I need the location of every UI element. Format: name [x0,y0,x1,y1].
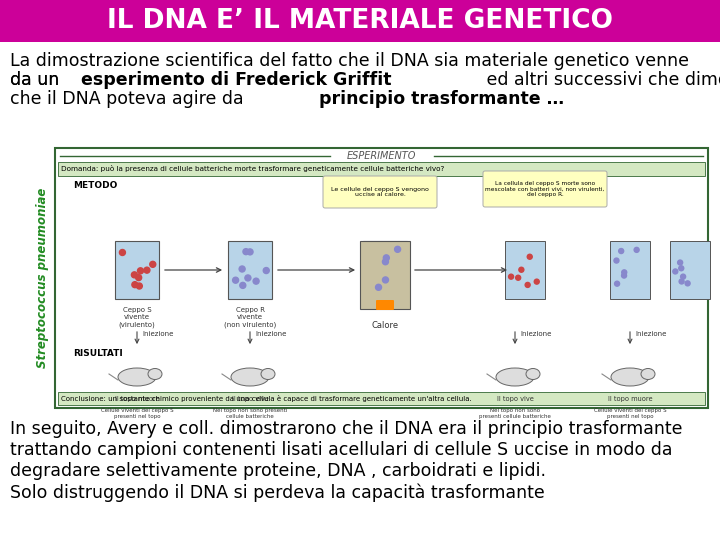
Ellipse shape [611,368,649,386]
Text: Calore: Calore [372,321,399,330]
Circle shape [264,267,269,274]
Circle shape [615,281,620,286]
Circle shape [516,275,521,280]
FancyBboxPatch shape [115,241,159,299]
Text: IL DNA E’ IL MATERIALE GENETICO: IL DNA E’ IL MATERIALE GENETICO [107,8,613,34]
Text: Il topo muore: Il topo muore [608,396,652,402]
Text: da un: da un [10,71,65,89]
Text: Ceppo S
vivente
(virulento): Ceppo S vivente (virulento) [119,307,156,327]
Circle shape [685,281,690,286]
Circle shape [508,274,513,279]
FancyBboxPatch shape [363,241,407,299]
Circle shape [138,268,143,274]
Ellipse shape [526,368,540,380]
Ellipse shape [118,368,156,386]
Circle shape [243,248,249,255]
Circle shape [679,266,684,271]
FancyBboxPatch shape [483,171,607,207]
Text: trattando campioni contenenti lisati acellulari di cellule S uccise in modo da: trattando campioni contenenti lisati ace… [10,441,672,459]
Text: La cellula del ceppo S morte sono
mescolate con batteri vivi, non virulenti,
del: La cellula del ceppo S morte sono mescol… [485,181,605,197]
Text: Cellule viventi del ceppo S
presenti nel topo: Cellule viventi del ceppo S presenti nel… [594,408,666,419]
Bar [55,148,708,408]
Ellipse shape [496,368,534,386]
Ellipse shape [231,368,269,386]
Ellipse shape [148,368,162,380]
Text: Iniezione: Iniezione [635,331,667,337]
Text: Il topo muore: Il topo muore [114,396,159,402]
Circle shape [678,260,683,265]
Text: Ceppo R
vivente
(non virulento): Ceppo R vivente (non virulento) [224,307,276,327]
Circle shape [680,274,685,279]
Circle shape [144,267,150,273]
Bar [58,392,705,405]
Circle shape [382,277,389,283]
FancyBboxPatch shape [228,241,272,299]
Circle shape [247,249,253,255]
Bar [58,162,705,176]
Text: Il topo vive: Il topo vive [497,396,534,402]
Text: Le cellule del ceppo S vengono
uccise al calore.: Le cellule del ceppo S vengono uccise al… [331,187,429,198]
Text: RISULTATI: RISULTATI [73,349,122,359]
Circle shape [525,282,530,287]
Circle shape [132,282,138,288]
Text: principio trasformante …: principio trasformante … [318,90,564,108]
Circle shape [672,269,678,274]
FancyBboxPatch shape [610,241,650,299]
Text: da un: da un [10,71,65,89]
Circle shape [239,266,245,272]
Circle shape [150,261,156,267]
Text: Domanda: può la presenza di cellule batteriche morte trasformare geneticamente c: Domanda: può la presenza di cellule batt… [61,165,444,172]
Text: METODO: METODO [73,181,117,191]
Circle shape [245,275,251,281]
Circle shape [240,282,246,288]
Ellipse shape [261,368,275,380]
FancyBboxPatch shape [670,241,710,299]
Circle shape [621,273,626,278]
Circle shape [132,272,138,278]
FancyBboxPatch shape [323,176,437,208]
FancyBboxPatch shape [360,241,410,309]
Circle shape [527,254,532,259]
Text: Conclusione: un sostante chimico proveniente da una cellula è capace di trasform: Conclusione: un sostante chimico proveni… [61,395,472,402]
Circle shape [634,247,639,252]
Text: degradare selettivamente proteine, DNA , carboidrati e lipidi.: degradare selettivamente proteine, DNA ,… [10,462,546,480]
Text: Iniezione: Iniezione [520,331,552,337]
Circle shape [519,267,524,272]
Circle shape [618,248,624,254]
Circle shape [383,255,390,261]
Bar [0,0,720,42]
Text: Nel topo non sono presenti
cellule batteriche: Nel topo non sono presenti cellule batte… [213,408,287,419]
Text: Nel topo non sono
presenti cellule batteriche: Nel topo non sono presenti cellule batte… [479,408,551,419]
FancyBboxPatch shape [505,241,545,299]
Text: Cellule viventi del ceppo S
presenti nel topo: Cellule viventi del ceppo S presenti nel… [101,408,174,419]
Text: Il topo vive: Il topo vive [232,396,269,402]
Circle shape [135,275,142,281]
Ellipse shape [641,368,655,380]
Circle shape [376,284,382,291]
Circle shape [120,249,125,255]
Text: In seguito, Avery e coll. dimostrarono che il DNA era il principio trasformante: In seguito, Avery e coll. dimostrarono c… [10,420,683,438]
Circle shape [395,246,400,252]
Circle shape [534,279,539,284]
Text: Iniezione: Iniezione [142,331,174,337]
Text: Streptococcus pneumoniae: Streptococcus pneumoniae [37,188,50,368]
Circle shape [136,283,143,289]
Text: ESPERIMENTO: ESPERIMENTO [347,151,416,161]
Circle shape [622,270,626,275]
Circle shape [253,278,259,284]
Text: La dimostrazione scientifica del fatto che il DNA sia materiale genetico venne: La dimostrazione scientifica del fatto c… [10,52,689,70]
Text: ed altri successivi che dimostrarono: ed altri successivi che dimostrarono [481,71,720,89]
Circle shape [679,279,684,284]
FancyBboxPatch shape [376,300,394,310]
Text: esperimento di Frederick Griffit: esperimento di Frederick Griffit [81,71,391,89]
Circle shape [382,259,389,265]
Text: Solo distruggendo il DNA si perdeva la capacità trasformante: Solo distruggendo il DNA si perdeva la c… [10,483,545,502]
Text: che il DNA poteva agire da: che il DNA poteva agire da [10,90,249,108]
Text: Iniezione: Iniezione [255,331,287,337]
Circle shape [614,258,619,263]
Circle shape [233,277,238,283]
